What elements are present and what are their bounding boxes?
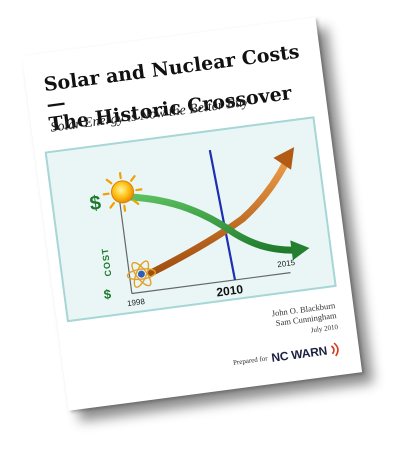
x-axis bbox=[131, 272, 291, 295]
sun-icon bbox=[102, 171, 143, 212]
x-tick-label: 2015 bbox=[277, 258, 296, 269]
nuclear-arrowhead bbox=[273, 147, 295, 170]
nuclear-cost-line bbox=[147, 158, 290, 277]
prepared-for-label: Prepared for bbox=[232, 354, 269, 367]
solar-cost-line bbox=[125, 193, 298, 254]
x-tick-label-highlight: 2010 bbox=[216, 282, 245, 299]
solar-arrowhead bbox=[290, 240, 310, 261]
crossover-chart: $ COST $ 1998 2010 2015 bbox=[88, 147, 310, 308]
prepared-for: Prepared for NC WARN bbox=[232, 341, 342, 371]
crossover-line bbox=[208, 149, 237, 281]
x-tick-label: 1998 bbox=[127, 297, 146, 308]
org-logo-text: NC WARN bbox=[270, 343, 328, 365]
signal-waves-icon bbox=[330, 342, 339, 357]
y-low-symbol: $ bbox=[103, 286, 113, 302]
author-block: John O. Blackburn Sam Cunningham July 20… bbox=[271, 300, 339, 340]
report-cover: Solar and Nuclear Costs — The Historic C… bbox=[21, 17, 363, 411]
chart-panel: $ COST $ 1998 2010 2015 bbox=[44, 116, 337, 323]
atom-icon bbox=[126, 260, 157, 288]
y-high-symbol: $ bbox=[88, 192, 102, 215]
y-axis-label: COST bbox=[100, 247, 114, 277]
